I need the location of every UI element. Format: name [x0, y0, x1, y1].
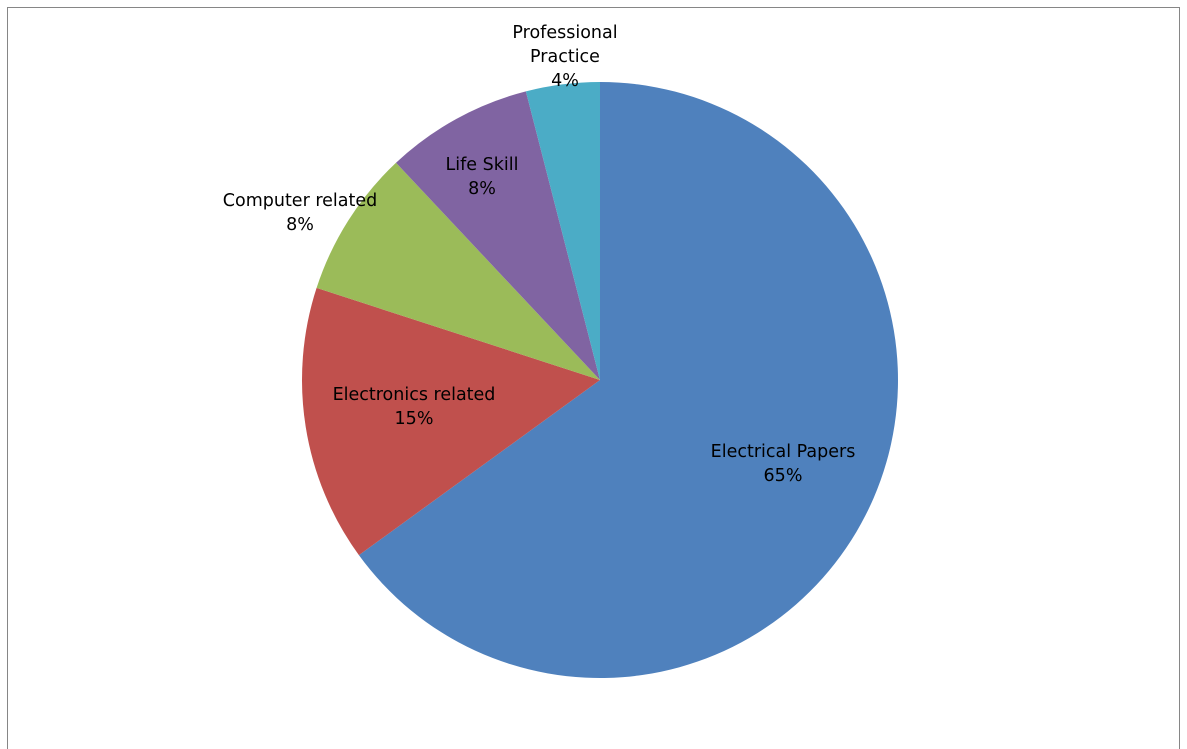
pie-slice-professional-practice — [525, 82, 600, 380]
pie-slice-electronics-related — [302, 287, 600, 556]
data-label-electrical-papers: Electrical Papers 65% — [711, 442, 856, 486]
pie-slices — [302, 82, 898, 678]
data-label-professional-practice: Professional Practice 4% — [512, 23, 617, 91]
data-label-electronics-related: Electronics related 15% — [333, 385, 496, 429]
data-label-life-skill: Life Skill 8% — [446, 155, 519, 199]
pie-data-labels: Electrical Papers 65% Electronics related 1… — [223, 23, 856, 486]
pie-slice-life-skill — [396, 91, 600, 381]
pie-slice-computer-related — [316, 162, 600, 380]
data-label-computer-related: Computer related 8% — [223, 191, 377, 235]
pie-slice-electrical-papers — [358, 82, 898, 678]
